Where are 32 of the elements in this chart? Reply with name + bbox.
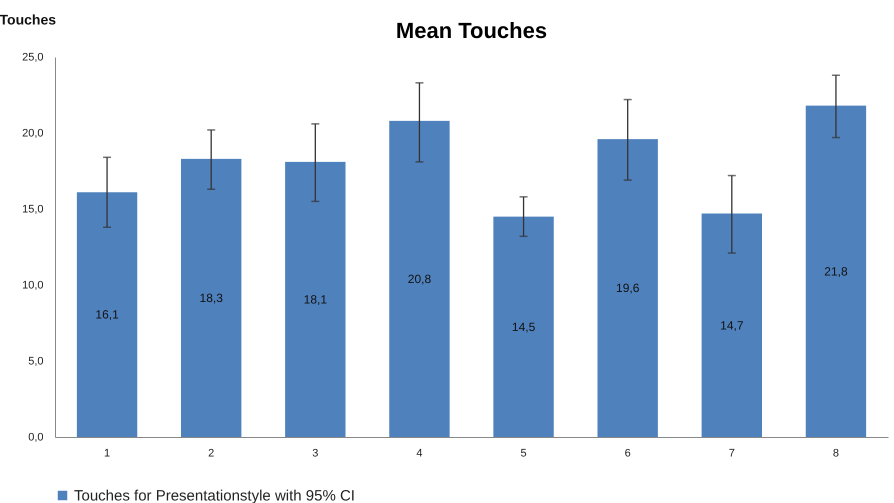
bar xyxy=(806,106,866,437)
data-label: 16,1 xyxy=(95,308,120,322)
y-axis-title: Touches xyxy=(0,12,56,28)
data-label: 20,8 xyxy=(408,272,432,286)
bar xyxy=(180,158,242,437)
x-tick-label: 8 xyxy=(832,448,839,460)
data-label: 14,7 xyxy=(720,318,744,332)
data-label: 14,5 xyxy=(512,320,536,334)
data-label: 21,8 xyxy=(824,264,848,278)
y-tick-label: 25,0 xyxy=(22,52,44,64)
x-tick-label: 4 xyxy=(416,448,422,460)
x-tick-label: 6 xyxy=(624,448,631,460)
data-label: 18,1 xyxy=(304,292,328,306)
bar xyxy=(493,216,554,437)
data-label: 19,6 xyxy=(616,281,640,296)
y-tick-label: 15,0 xyxy=(22,204,44,216)
y-tick-label: 10,0 xyxy=(22,280,44,292)
bar xyxy=(285,162,346,437)
x-tick-label: 3 xyxy=(312,448,318,460)
x-tick-label: 2 xyxy=(208,448,214,460)
x-tick-label: 5 xyxy=(520,448,527,460)
y-tick-label: 0,0 xyxy=(28,432,44,444)
y-tick-label: 5,0 xyxy=(28,356,44,368)
data-label: 18,3 xyxy=(200,290,224,305)
chart-title: Mean Touches xyxy=(396,18,548,43)
bar xyxy=(702,214,762,437)
bar xyxy=(76,192,138,437)
bar xyxy=(389,120,450,437)
x-tick-label: 1 xyxy=(104,448,110,460)
x-tick-label: 7 xyxy=(728,448,735,460)
bar xyxy=(597,139,658,437)
y-tick-label: 20,0 xyxy=(22,128,44,140)
